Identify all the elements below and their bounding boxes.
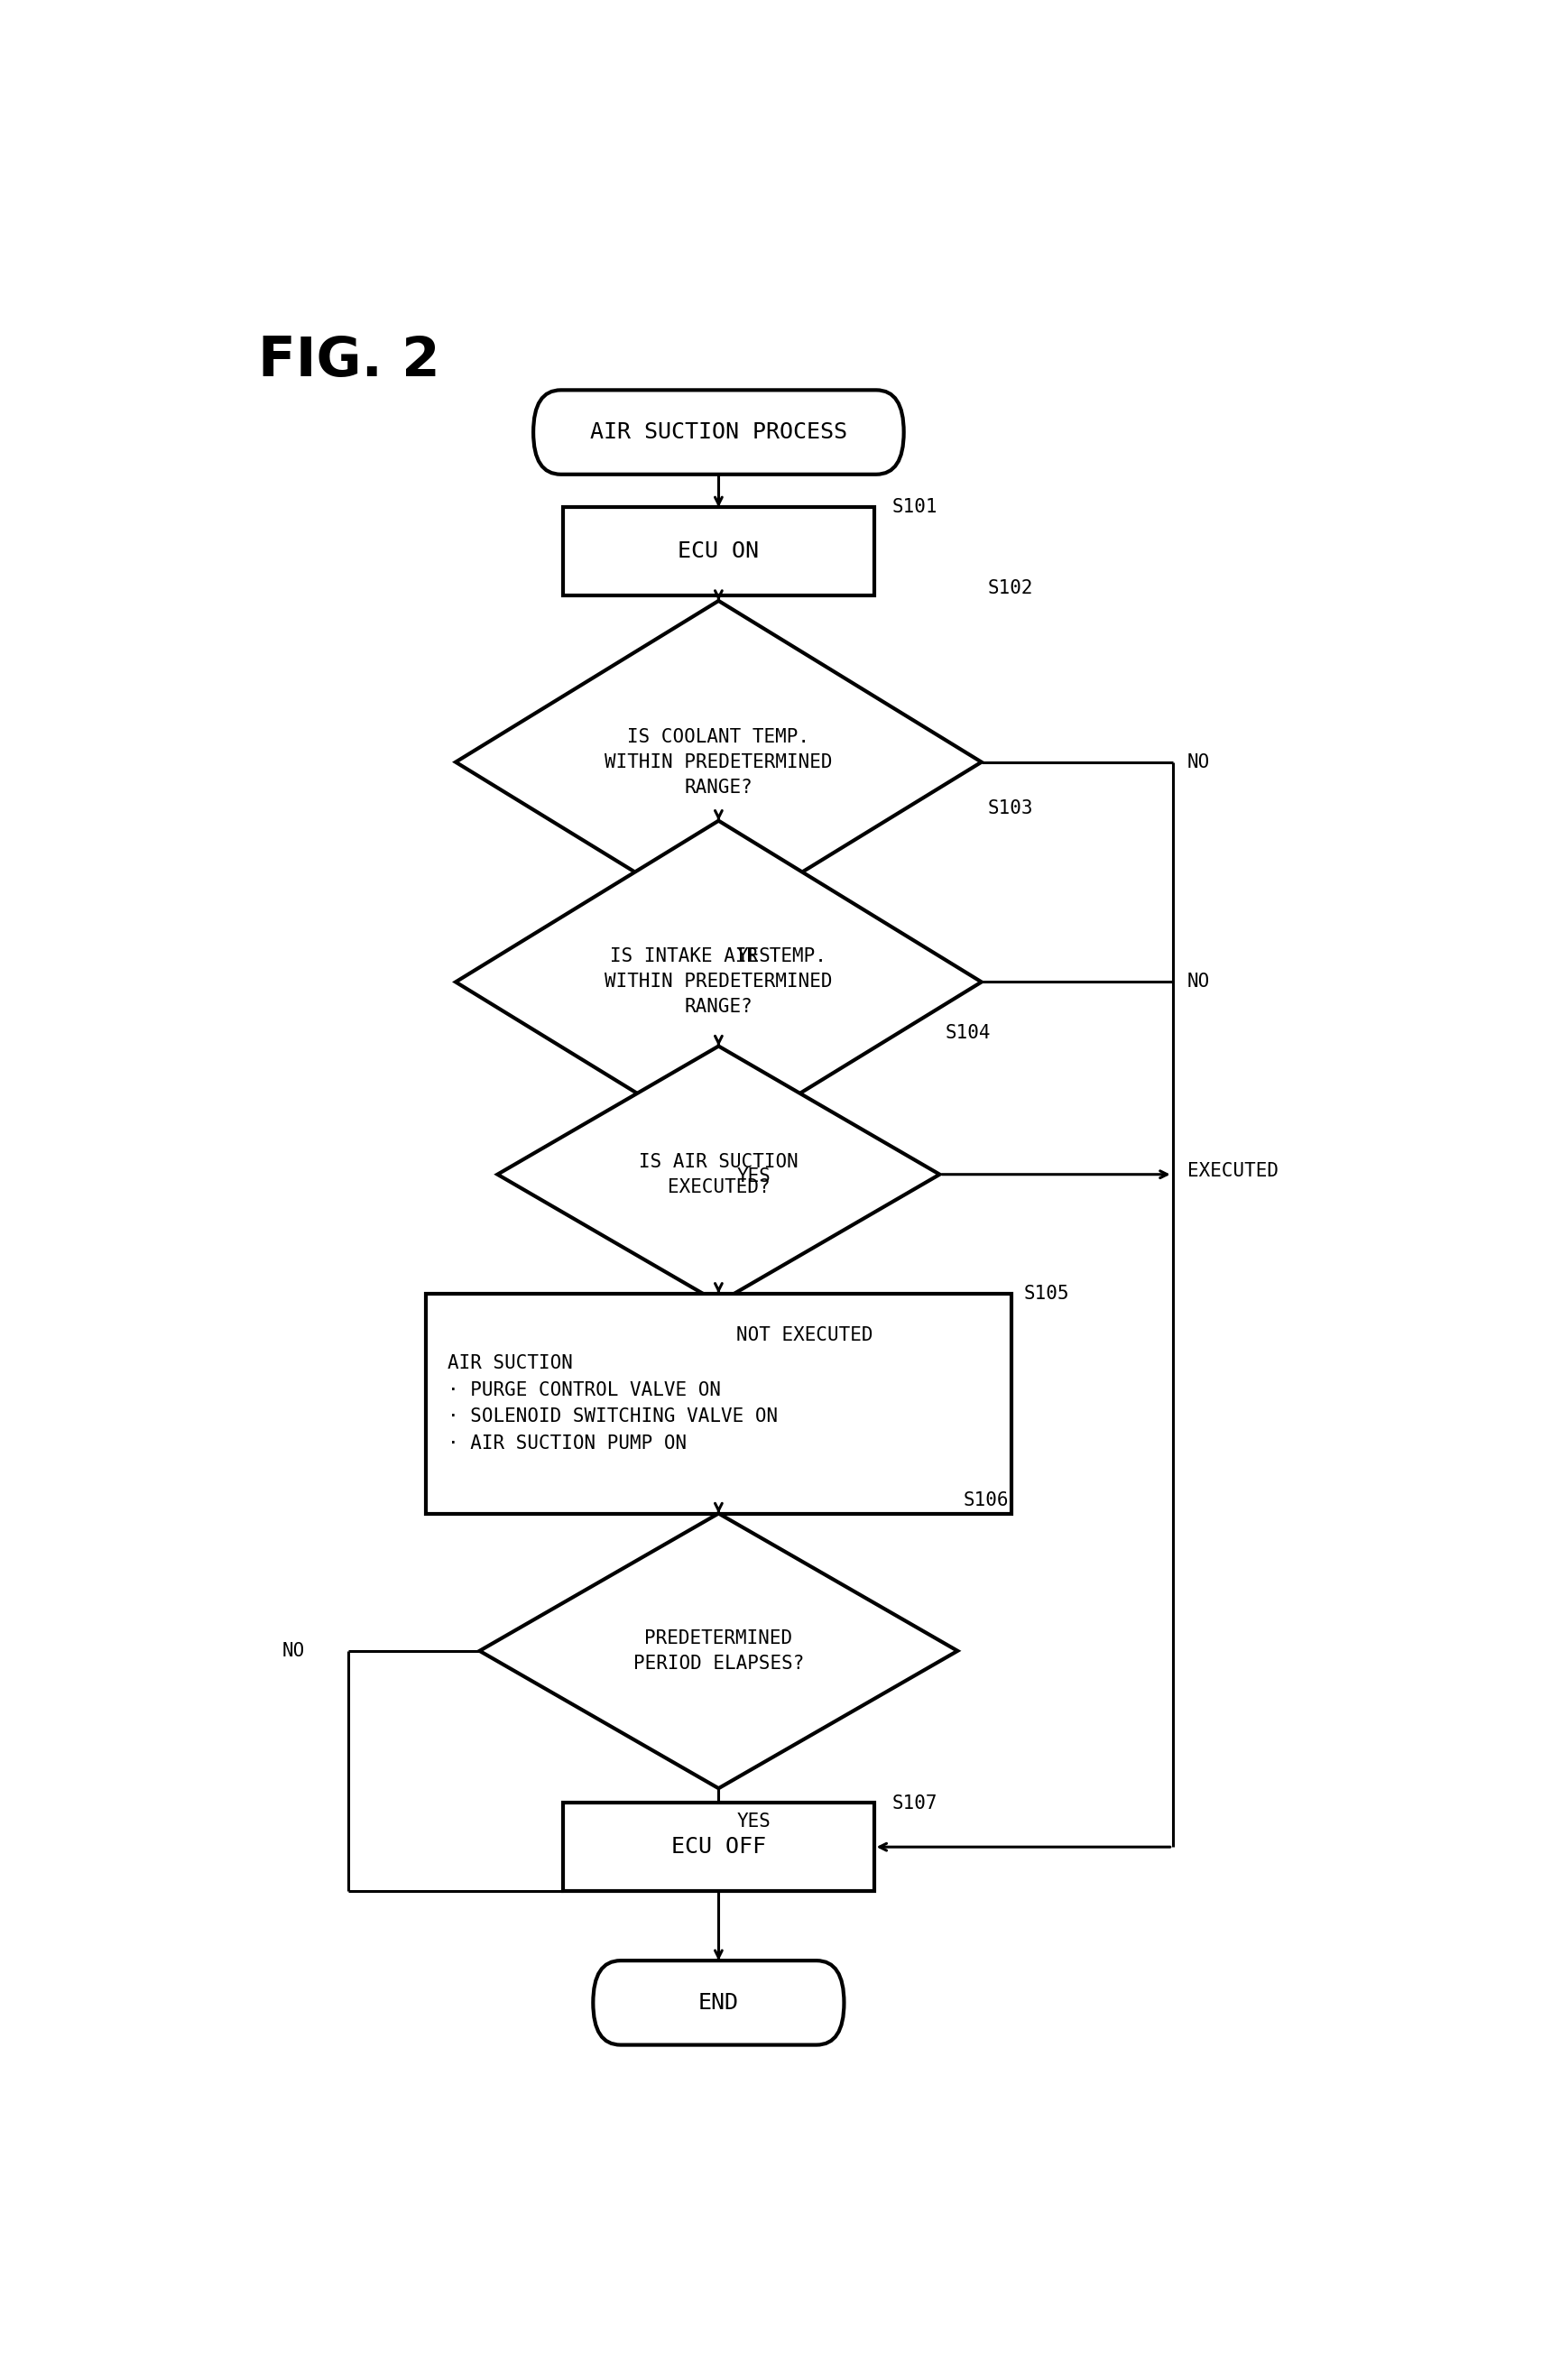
Text: ECU ON: ECU ON bbox=[678, 540, 759, 562]
Text: S104: S104 bbox=[945, 1023, 992, 1042]
Text: PREDETERMINED
PERIOD ELAPSES?: PREDETERMINED PERIOD ELAPSES? bbox=[634, 1630, 803, 1673]
Text: YES: YES bbox=[737, 1166, 771, 1185]
Text: S101: S101 bbox=[891, 497, 938, 516]
Text: ECU OFF: ECU OFF bbox=[671, 1835, 766, 1859]
Text: NO: NO bbox=[1187, 752, 1210, 771]
Bar bbox=[563, 1804, 874, 1892]
Text: S105: S105 bbox=[1024, 1285, 1069, 1302]
Text: IS AIR SUCTION
EXECUTED?: IS AIR SUCTION EXECUTED? bbox=[638, 1152, 799, 1197]
FancyBboxPatch shape bbox=[534, 390, 904, 474]
Text: FIG. 2: FIG. 2 bbox=[259, 336, 441, 388]
Text: AIR SUCTION PROCESS: AIR SUCTION PROCESS bbox=[591, 421, 847, 443]
Text: NOT EXECUTED: NOT EXECUTED bbox=[737, 1326, 873, 1345]
Text: S107: S107 bbox=[891, 1795, 938, 1811]
Text: NO: NO bbox=[1187, 973, 1210, 990]
Polygon shape bbox=[480, 1514, 958, 1787]
FancyBboxPatch shape bbox=[594, 1961, 843, 2044]
Text: END: END bbox=[699, 1992, 739, 2013]
Text: IS INTAKE AIR TEMP.
WITHIN PREDETERMINED
RANGE?: IS INTAKE AIR TEMP. WITHIN PREDETERMINED… bbox=[604, 947, 833, 1016]
Text: IS COOLANT TEMP.
WITHIN PREDETERMINED
RANGE?: IS COOLANT TEMP. WITHIN PREDETERMINED RA… bbox=[604, 728, 833, 797]
Text: YES: YES bbox=[737, 947, 771, 966]
Text: S102: S102 bbox=[987, 578, 1033, 597]
Polygon shape bbox=[456, 821, 982, 1142]
Polygon shape bbox=[498, 1047, 939, 1302]
Text: YES: YES bbox=[737, 1811, 771, 1830]
Text: EXECUTED: EXECUTED bbox=[1187, 1161, 1278, 1180]
Bar bbox=[563, 507, 874, 595]
Text: NO: NO bbox=[282, 1642, 305, 1659]
Bar bbox=[426, 1295, 1012, 1514]
Polygon shape bbox=[456, 600, 982, 923]
Text: AIR SUCTION
· PURGE CONTROL VALVE ON
· SOLENOID SWITCHING VALVE ON
· AIR SUCTION: AIR SUCTION · PURGE CONTROL VALVE ON · S… bbox=[447, 1354, 777, 1452]
Text: S103: S103 bbox=[987, 800, 1033, 816]
Text: S106: S106 bbox=[964, 1492, 1008, 1509]
